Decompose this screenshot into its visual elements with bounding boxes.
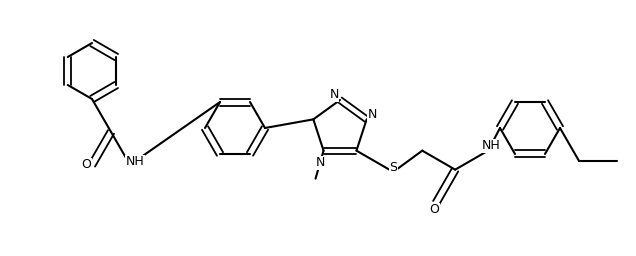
- Text: NH: NH: [126, 155, 144, 168]
- Text: N: N: [368, 108, 377, 121]
- Text: S: S: [389, 161, 398, 174]
- Text: N: N: [316, 156, 325, 169]
- Text: H: H: [487, 140, 497, 153]
- Text: O: O: [81, 158, 91, 171]
- Text: NH: NH: [481, 139, 501, 152]
- Text: O: O: [429, 203, 439, 216]
- Text: N: N: [329, 89, 339, 101]
